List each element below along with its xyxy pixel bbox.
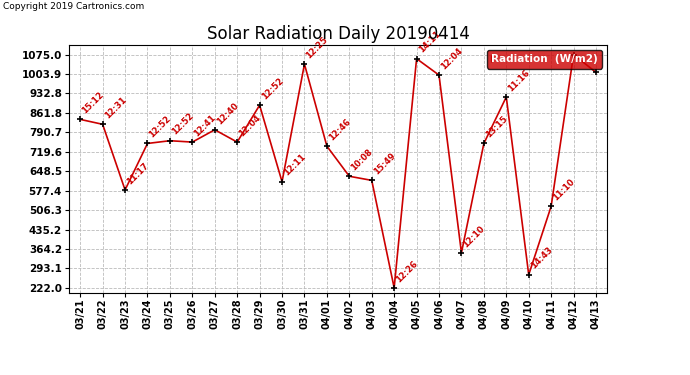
Text: 12:46: 12:46	[327, 117, 353, 142]
Text: 12:10: 12:10	[462, 224, 486, 249]
Text: Copyright 2019 Cartronics.com: Copyright 2019 Cartronics.com	[3, 2, 145, 11]
Text: 14:43: 14:43	[529, 246, 554, 271]
Text: 12:25: 12:25	[304, 35, 330, 60]
Text: 15:49: 15:49	[372, 151, 397, 177]
Text: 12:31: 12:31	[103, 95, 128, 120]
Text: 15:12: 15:12	[80, 90, 106, 116]
Text: 11:17: 11:17	[125, 161, 150, 186]
Text: 12:40: 12:40	[215, 100, 240, 126]
Text: 12:52: 12:52	[148, 114, 173, 140]
Text: 12:52: 12:52	[259, 76, 285, 101]
Text: 14:11: 14:11	[417, 30, 442, 55]
Text: 10:08: 10:08	[349, 147, 375, 172]
Text: 11:16: 11:16	[506, 68, 532, 93]
Title: Solar Radiation Daily 20190414: Solar Radiation Daily 20190414	[207, 26, 469, 44]
Text: 12:04: 12:04	[237, 113, 262, 138]
Text: 11:10: 11:10	[551, 177, 576, 203]
Text: 12:11: 12:11	[282, 153, 308, 178]
Text: 12:41: 12:41	[193, 113, 218, 138]
Text: 12:26: 12:26	[394, 259, 420, 284]
Text: 13:15: 13:15	[484, 114, 509, 140]
Text: 12:04: 12:04	[439, 46, 464, 71]
Legend: Radiation  (W/m2): Radiation (W/m2)	[487, 50, 602, 69]
Text: 12:52: 12:52	[170, 111, 195, 137]
